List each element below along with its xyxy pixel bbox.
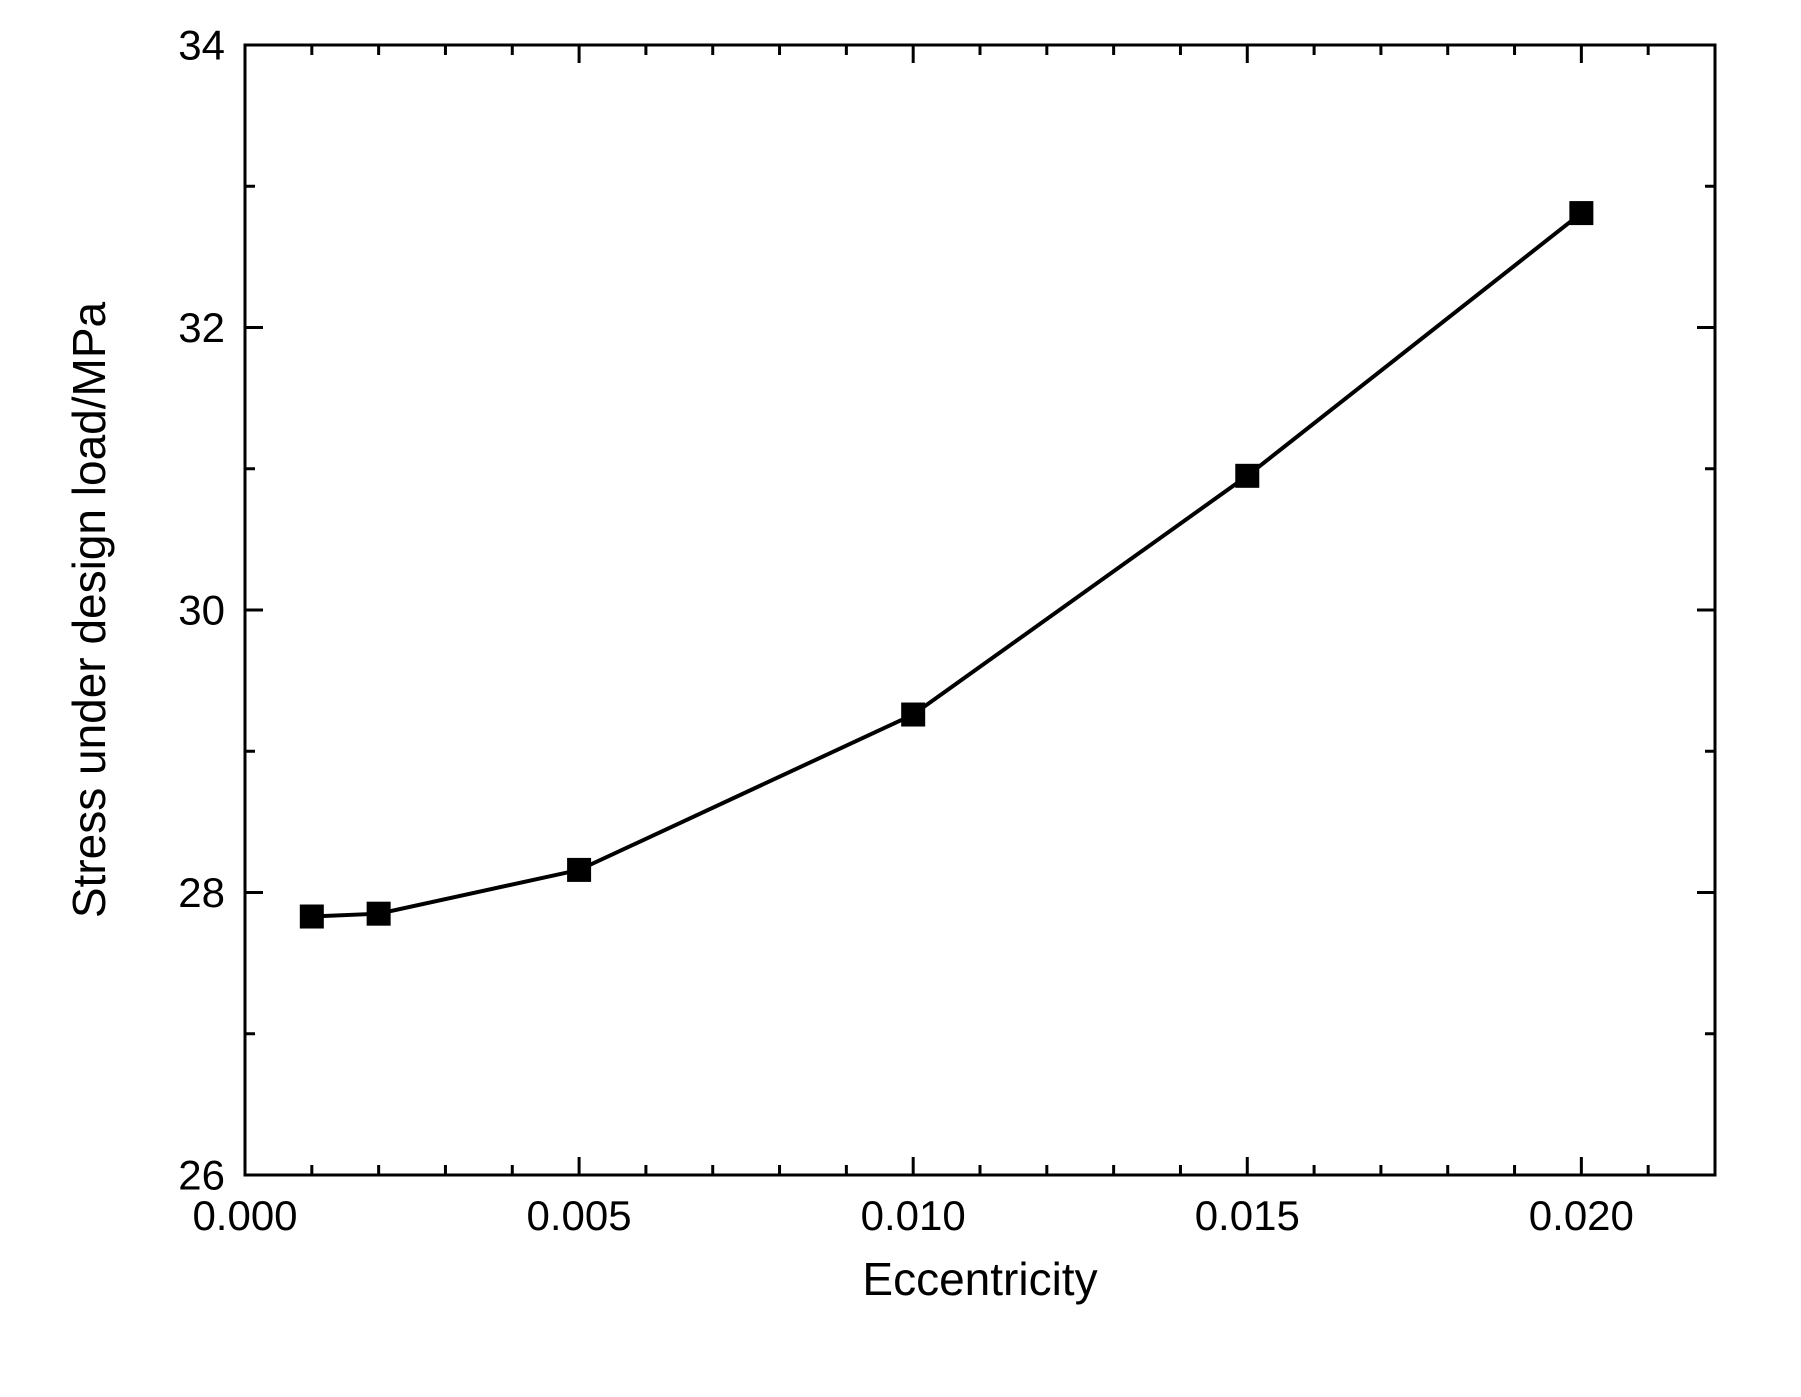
chart-container: 0.000 0.005 0.010 0.015 0.020 26 28 30 32 34 Eccen… bbox=[0, 0, 1801, 1397]
y-tick-label: 30 bbox=[178, 587, 225, 634]
y-axis-label: Stress under design load/MPa bbox=[63, 301, 115, 918]
x-tick-label: 0.015 bbox=[1195, 1192, 1300, 1239]
x-tick-label: 0.005 bbox=[527, 1192, 632, 1239]
series-marker bbox=[567, 858, 591, 882]
x-axis-label: Eccentricity bbox=[862, 1253, 1097, 1305]
chart-background bbox=[0, 0, 1801, 1397]
y-tick-label: 34 bbox=[178, 22, 225, 69]
x-tick-label: 0.020 bbox=[1529, 1192, 1634, 1239]
x-tick-label: 0.000 bbox=[192, 1192, 297, 1239]
x-tick-label: 0.010 bbox=[861, 1192, 966, 1239]
y-tick-label: 26 bbox=[178, 1152, 225, 1199]
series-marker bbox=[1235, 464, 1259, 488]
y-tick-label: 28 bbox=[178, 869, 225, 916]
chart-svg: 0.000 0.005 0.010 0.015 0.020 26 28 30 32 34 Eccen… bbox=[0, 0, 1801, 1397]
series-marker bbox=[901, 703, 925, 727]
series-marker bbox=[367, 902, 391, 926]
series-marker bbox=[1569, 201, 1593, 225]
y-tick-label: 32 bbox=[178, 304, 225, 351]
series-marker bbox=[300, 905, 324, 929]
